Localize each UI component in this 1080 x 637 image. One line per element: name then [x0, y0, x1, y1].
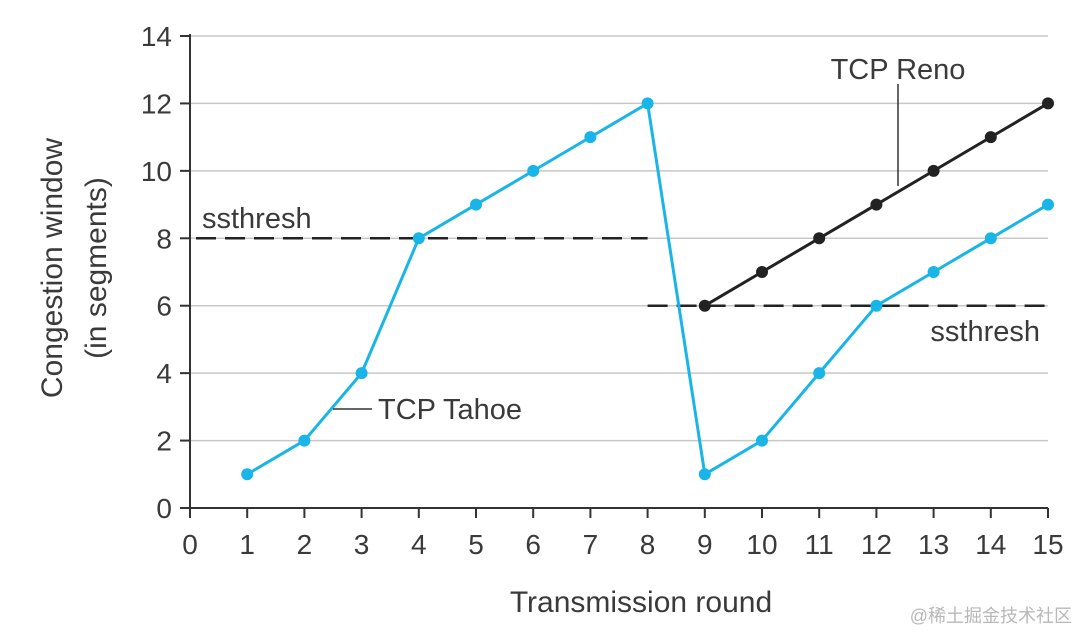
labels-layer: ssthresh ssthresh TCP Tahoe TCP Reno @稀土掘金技术… — [202, 54, 1072, 626]
tcp-tahoe-point — [698, 468, 711, 481]
tcp-tahoe-point — [756, 434, 768, 447]
x-tick-label: 6 — [525, 529, 541, 560]
ssthresh-label: ssthresh — [930, 316, 1040, 348]
x-tick-label: 12 — [861, 529, 892, 560]
threshold-layer — [196, 237, 1048, 307]
x-tick-label: 2 — [297, 529, 313, 560]
tcp-tahoe-point — [813, 367, 826, 380]
tcp-tahoe-point — [641, 97, 654, 110]
tcp-tahoe-point — [927, 266, 940, 278]
x-tick-label: 9 — [697, 529, 713, 560]
x-tick-label: 10 — [746, 529, 777, 560]
y-tick-label: 8 — [156, 223, 172, 254]
x-tick-label: 5 — [468, 529, 484, 560]
x-tick-label: 3 — [354, 529, 370, 560]
x-tick-label: 7 — [583, 529, 599, 560]
x-tick-label: 15 — [1032, 529, 1063, 560]
tcp-tahoe-point — [1042, 198, 1054, 211]
ssthresh-label: ssthresh — [202, 203, 312, 235]
x-tick-label: 4 — [411, 529, 427, 560]
tcp-tahoe-point — [984, 232, 997, 245]
tcp-tahoe-point — [412, 232, 425, 245]
y-tick-label: 0 — [156, 493, 172, 524]
tcp-tahoe-line — [246, 101, 1049, 476]
tcp-reno-point — [698, 299, 711, 312]
tcp-tahoe-point — [355, 367, 368, 380]
grid-layer — [190, 35, 1048, 442]
y-tick-label: 4 — [156, 358, 172, 389]
y-tick-label: 12 — [141, 88, 172, 119]
tcp-tahoe-point — [298, 434, 311, 447]
tcp-reno-point — [1042, 97, 1054, 110]
tcp-tahoe-point — [527, 164, 540, 177]
x-tick-label: 14 — [975, 529, 1006, 560]
tcp-reno-label: TCP Reno — [831, 54, 966, 86]
tcp-reno-point — [870, 198, 883, 211]
tcp-tahoe-point — [584, 131, 597, 144]
x-tick-label: 8 — [640, 529, 656, 560]
tcp-tahoe-label: TCP Tahoe — [378, 394, 522, 426]
x-tick-label: 11 — [805, 529, 834, 560]
x-tick-label: 0 — [182, 529, 198, 560]
tcp-reno-point — [984, 131, 997, 144]
x-axis-title: Transmission round — [510, 586, 772, 619]
y-axis-title: Congestion window — [36, 138, 69, 398]
y-tick-label: 6 — [156, 291, 172, 322]
tcp-reno-point — [756, 266, 768, 278]
y-tick-label: 14 — [141, 21, 172, 52]
x-tick-label: 1 — [239, 529, 255, 560]
y-tick-label: 2 — [156, 426, 172, 457]
tcp-tahoe-point — [470, 198, 482, 211]
tcp-reno-point — [813, 232, 826, 245]
tcp-reno-point — [927, 164, 940, 177]
series-layer — [241, 97, 1054, 481]
tcp-tahoe-point — [870, 299, 883, 312]
y-tick-label: 10 — [141, 156, 172, 187]
y-axis-subtitle: (in segments) — [80, 177, 113, 359]
watermark: @稀土掘金技术社区 — [910, 606, 1072, 626]
x-tick-label: 13 — [918, 529, 949, 560]
tcp-tahoe-point — [241, 468, 254, 481]
